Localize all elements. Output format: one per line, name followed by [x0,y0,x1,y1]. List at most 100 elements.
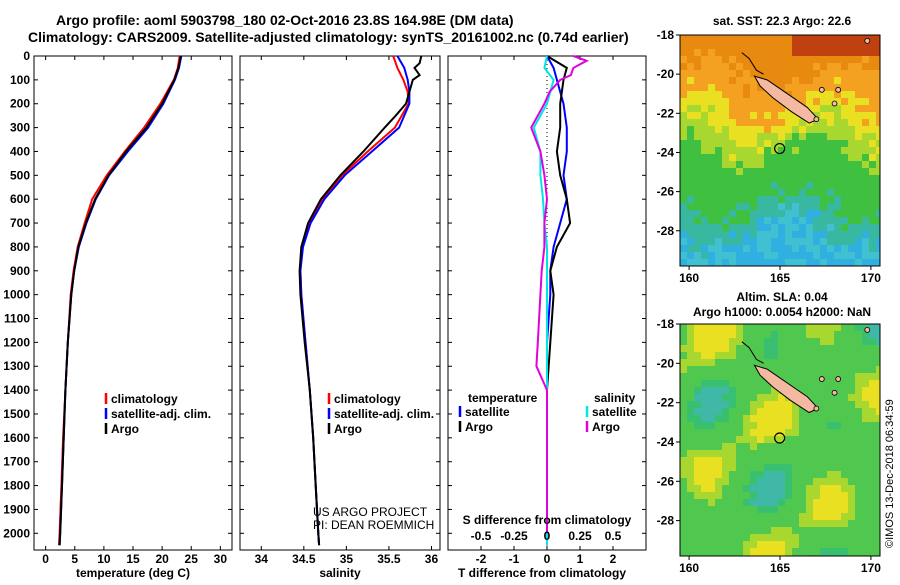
map-pixel [722,485,729,492]
map-pixel [827,422,834,429]
map-pixel [771,464,778,471]
map-pixel [771,485,778,492]
map-pixel [687,70,694,77]
map-pixel [820,464,827,471]
map-pixel [785,324,792,331]
map-pixel [813,154,820,161]
map-pixel [701,119,708,126]
map-pixel [764,394,771,401]
map-pixel [792,84,799,91]
map-pixel [694,324,701,331]
map-pixel [799,56,806,63]
map-pixel [680,443,687,450]
map-pixel [715,520,722,527]
map-pixel [715,513,722,520]
map-pixel [862,513,869,520]
map-pixel [841,380,848,387]
map-pixel [680,133,687,140]
map-pixel [855,84,862,91]
map-pixel [680,175,687,182]
map-pixel [785,464,792,471]
map-pixel [715,35,722,42]
map-pixel [799,471,806,478]
map-pixel [778,366,785,373]
map-pixel [771,56,778,63]
map-pixel [729,380,736,387]
map-pixel [799,408,806,415]
map-pixel [862,394,869,401]
map-pixel [694,105,701,112]
map-pixel [869,154,876,161]
map-pixel [715,450,722,457]
map-pixel [722,387,729,394]
map-pixel [827,210,834,217]
map-pixel [757,84,764,91]
map-pixel [869,352,876,359]
map-pixel [743,541,750,548]
map-pixel [771,541,778,548]
map-pixel [764,98,771,105]
map-pixel [785,56,792,63]
map-pixel [792,259,799,266]
salinity-diff-tick-label: 0 [544,529,551,543]
latitude-tick-label: -18 [657,317,675,331]
map-pixel [820,331,827,338]
map-pixel [680,520,687,527]
map-pixel [785,42,792,49]
map-pixel [757,175,764,182]
salinity-panel: 34 34.5 35 35.5 36salinityclimatologysatelli… [239,55,441,580]
map-pixel [848,422,855,429]
small-island [831,100,838,107]
map-pixel [736,492,743,499]
map-pixel [708,91,715,98]
map-pixel [820,513,827,520]
map-pixel [750,98,757,105]
map-pixel [722,203,729,210]
map-pixel [792,534,799,541]
map-pixel [820,252,827,259]
map-pixel [848,359,855,366]
map-pixel [694,471,701,478]
map-pixel [820,366,827,373]
series-line-argo [58,55,182,546]
map-pixel [841,154,848,161]
map-pixel [757,140,764,147]
map-pixel [792,140,799,147]
map-pixel [715,415,722,422]
map-pixel [841,506,848,513]
map-pixel [736,112,743,119]
map-pixel [792,56,799,63]
map-pixel [715,126,722,133]
map-pixel [862,436,869,443]
map-pixel [708,331,715,338]
map-pixel [736,450,743,457]
map-pixel [876,147,880,154]
map-pixel [862,366,869,373]
map-pixel [722,126,729,133]
difference-panel: -2 -1 0 1 2T difference from climatologytemp… [447,55,647,580]
map-pixel [792,380,799,387]
map-pixel [855,119,862,126]
map-pixel [680,436,687,443]
map-pixel [771,513,778,520]
map-pixel [792,35,799,42]
map-pixel [827,252,834,259]
map-pixel [876,387,880,394]
map-pixel [757,338,764,345]
map-pixel [701,154,708,161]
map-pixel [701,478,708,485]
map-pixel [820,49,827,56]
map-pixel [827,231,834,238]
map-pixel [841,527,848,534]
y-tick-label: 1100 [4,312,30,326]
map-pixel [841,457,848,464]
map-pixel [701,77,708,84]
map-pixel [736,387,743,394]
map-pixel [743,189,750,196]
map-pixel [680,471,687,478]
longitude-tick-label: 165 [770,561,790,575]
map-pixel [848,534,855,541]
map-pixel [799,217,806,224]
map-pixel [806,548,813,555]
map-pixel [680,408,687,415]
